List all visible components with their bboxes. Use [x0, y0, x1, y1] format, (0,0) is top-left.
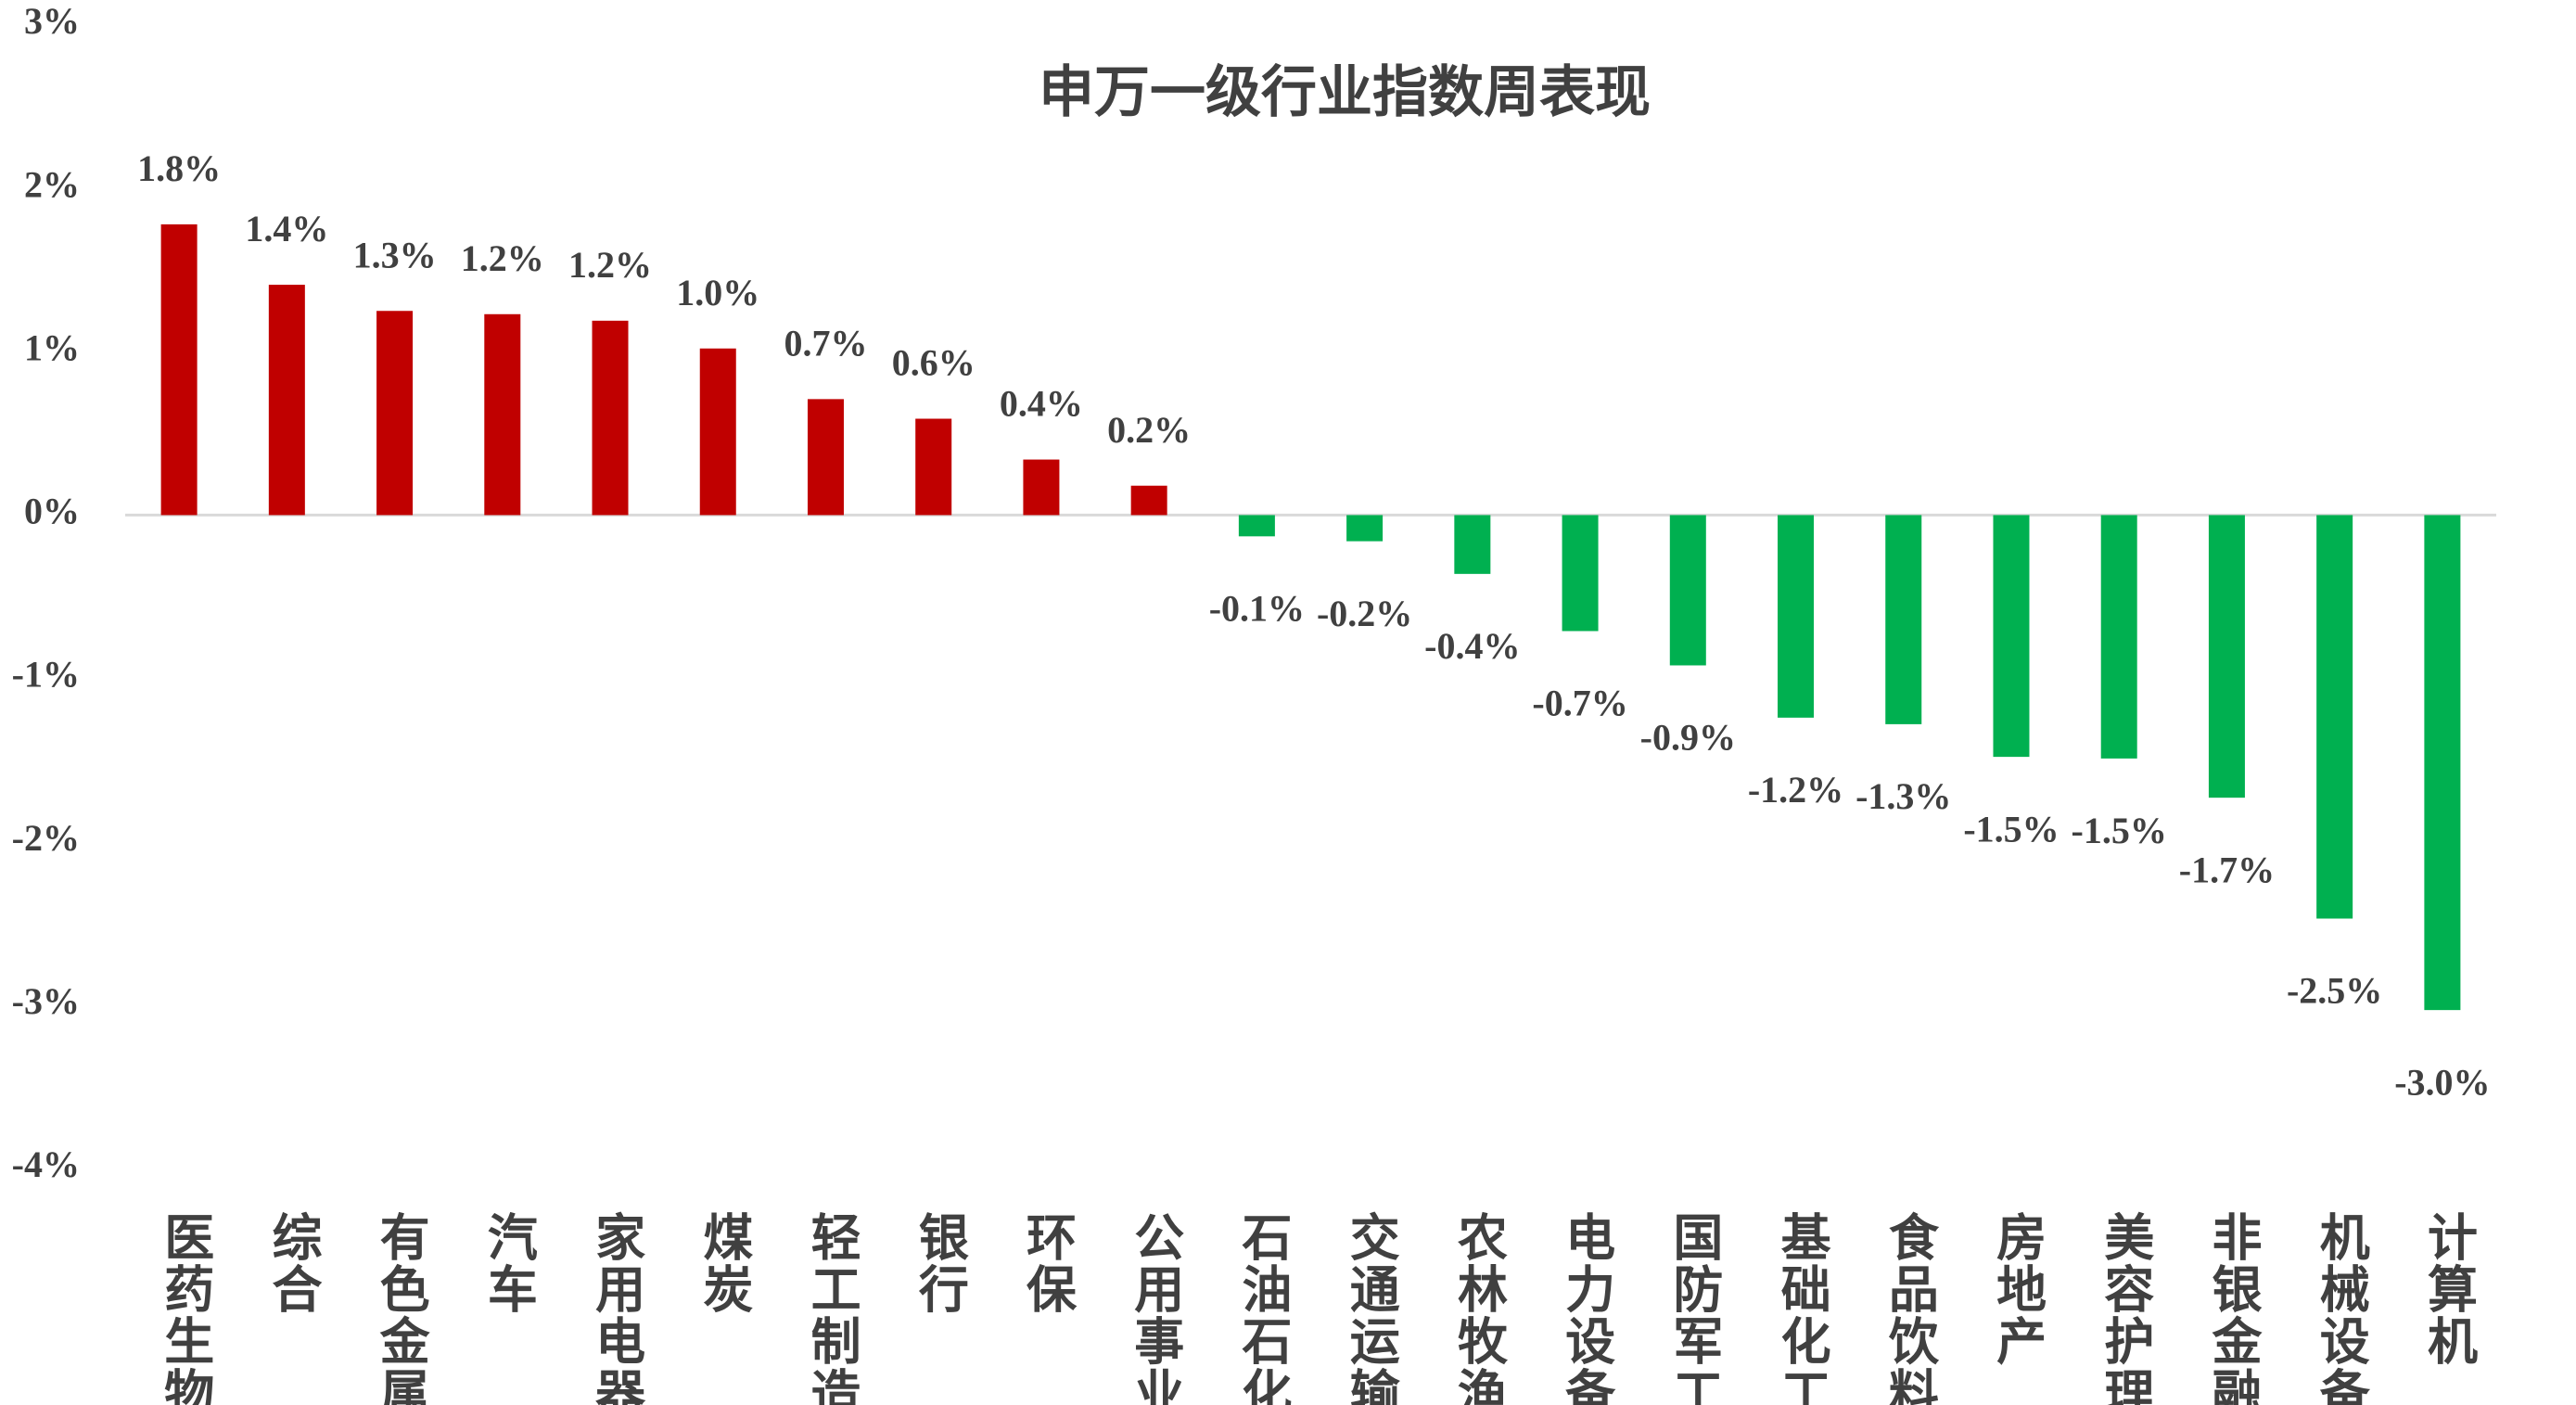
data-label: -3.0% — [2394, 1061, 2490, 1103]
y-tick-label: -4% — [12, 1143, 80, 1185]
bar — [268, 285, 305, 516]
x-tick-label: 交通运输 — [1342, 1211, 1399, 1405]
bar — [1130, 485, 1167, 516]
x-tick-label: 轻工制造 — [803, 1211, 861, 1405]
x-tick-label: 农林牧渔 — [1449, 1211, 1507, 1405]
x-tick-label: 计算机 — [2419, 1211, 2477, 1367]
bar — [915, 418, 952, 516]
bar — [376, 311, 414, 516]
bar — [1993, 515, 2030, 758]
data-label: -1.2% — [1748, 769, 1843, 811]
data-label: 1.3% — [353, 234, 437, 275]
data-label: -1.3% — [1855, 775, 1951, 817]
bar — [1778, 515, 1815, 718]
x-tick-label: 汽车 — [479, 1211, 537, 1315]
bar — [2208, 515, 2245, 798]
x-tick-label: 房地产 — [1989, 1211, 2047, 1367]
x-tick-label: 美容护理 — [2097, 1211, 2154, 1405]
data-label: -0.7% — [1532, 683, 1627, 724]
bar — [1669, 515, 1706, 666]
bar — [807, 399, 844, 516]
y-tick-label: -3% — [12, 980, 80, 1022]
data-label: 0.2% — [1107, 409, 1191, 451]
x-tick-label: 环保 — [1019, 1211, 1077, 1315]
x-tick-label: 银行 — [911, 1211, 968, 1315]
x-tick-label: 非银金融 — [2204, 1211, 2263, 1405]
x-tick-label: 医药生物 — [157, 1211, 214, 1405]
data-label: 0.7% — [784, 323, 867, 364]
y-tick-label: -2% — [12, 817, 80, 859]
data-label: 1.4% — [245, 208, 328, 249]
x-tick-label: 有色金属 — [372, 1211, 430, 1405]
data-label: 0.4% — [1000, 383, 1083, 425]
y-tick-label: 0% — [24, 491, 80, 532]
x-tick-label: 综合 — [264, 1211, 322, 1315]
x-tick-label: 公用事业 — [1127, 1211, 1184, 1405]
x-tick-label: 煤炭 — [695, 1211, 753, 1315]
chart-title: 申万一级行业指数周表现 — [1039, 62, 1651, 123]
bar — [592, 320, 629, 516]
bar — [1885, 515, 1922, 724]
data-label: 1.0% — [676, 272, 759, 313]
data-label: -0.2% — [1317, 593, 1412, 634]
bar — [1562, 515, 1599, 632]
bar — [1454, 515, 1491, 574]
y-tick-label: 1% — [24, 326, 80, 368]
x-tick-label: 石油石化 — [1234, 1211, 1292, 1405]
y-tick-label: -1% — [12, 654, 80, 696]
data-label: -0.1% — [1209, 587, 1305, 629]
data-label: -1.5% — [2072, 810, 2167, 851]
bar — [2100, 515, 2137, 759]
data-label: -0.9% — [1640, 717, 1736, 759]
data-label: -0.4% — [1424, 625, 1520, 667]
data-label: 1.2% — [461, 237, 544, 279]
data-label: -2.5% — [2287, 970, 2382, 1012]
bar — [484, 313, 521, 516]
data-label: -1.7% — [2179, 849, 2275, 890]
bar — [1238, 515, 1275, 537]
x-tick-label: 电力设备 — [1558, 1211, 1615, 1405]
bar — [1023, 459, 1060, 516]
x-tick-label: 食品饮料 — [1881, 1211, 1938, 1405]
bar — [2424, 515, 2461, 1011]
data-label: -1.5% — [1963, 808, 2059, 849]
data-label: 1.8% — [137, 147, 221, 189]
data-label: 0.6% — [892, 342, 976, 384]
x-tick-label: 家用电器 — [588, 1211, 645, 1405]
x-tick-label: 国防军工 — [1665, 1211, 1722, 1405]
bar — [699, 348, 736, 516]
y-tick-label: 2% — [24, 163, 80, 205]
data-label: 1.2% — [568, 244, 652, 286]
bar — [1346, 515, 1384, 542]
y-tick-label: 3% — [24, 0, 80, 42]
bar — [160, 224, 198, 516]
x-tick-label: 机械设备 — [2312, 1211, 2369, 1405]
bar — [2316, 515, 2353, 919]
x-tick-label: 基础化工 — [1773, 1211, 1830, 1405]
